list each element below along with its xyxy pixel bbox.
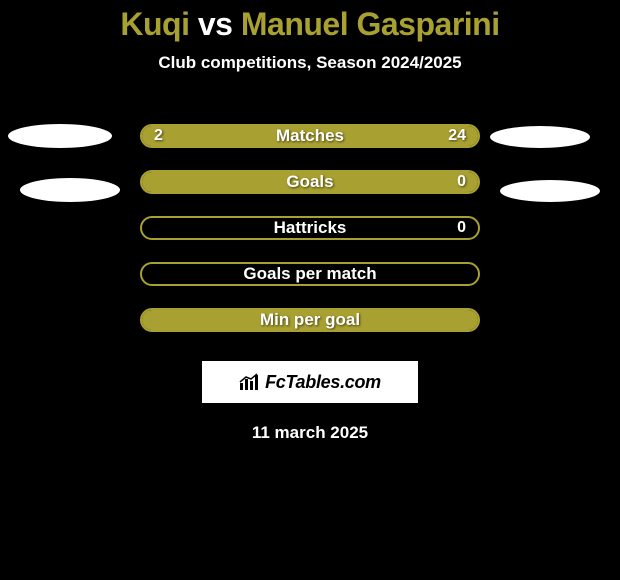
stat-row: Min per goal [0,297,620,343]
comparison-infographic: Kuqi vs Manuel Gasparini Club competitio… [0,0,620,443]
player2-name: Manuel Gasparini [241,6,500,42]
bar-fill-right [202,126,478,146]
date-text: 11 march 2025 [0,423,620,443]
decorative-ellipse [20,178,120,202]
watermark-text: FcTables.com [265,372,381,393]
stat-row: 0Hattricks [0,205,620,251]
stat-value-right: 0 [457,219,466,237]
decorative-ellipse [490,126,590,148]
decorative-ellipse [8,124,112,148]
stat-bar: 0Hattricks [140,216,480,240]
stat-label: Goals per match [142,264,478,284]
stat-bar: Min per goal [140,308,480,332]
player1-name: Kuqi [120,6,189,42]
stat-bar: Goals per match [140,262,480,286]
subtitle: Club competitions, Season 2024/2025 [0,53,620,73]
stat-bar: 224Matches [140,124,480,148]
bar-fill-left [142,172,478,192]
stat-label: Hattricks [142,218,478,238]
bar-fill-left [142,310,478,330]
stat-value-right: 0 [457,173,466,191]
vs-text: vs [198,6,233,42]
stat-row: Goals per match [0,251,620,297]
stat-value-left: 2 [154,127,163,145]
chart-icon [239,373,261,391]
decorative-ellipse [500,180,600,202]
page-title: Kuqi vs Manuel Gasparini [0,6,620,43]
stat-value-right: 24 [448,127,466,145]
bar-fill-left [142,126,202,146]
stat-bar: 0Goals [140,170,480,194]
watermark: FcTables.com [202,361,418,403]
